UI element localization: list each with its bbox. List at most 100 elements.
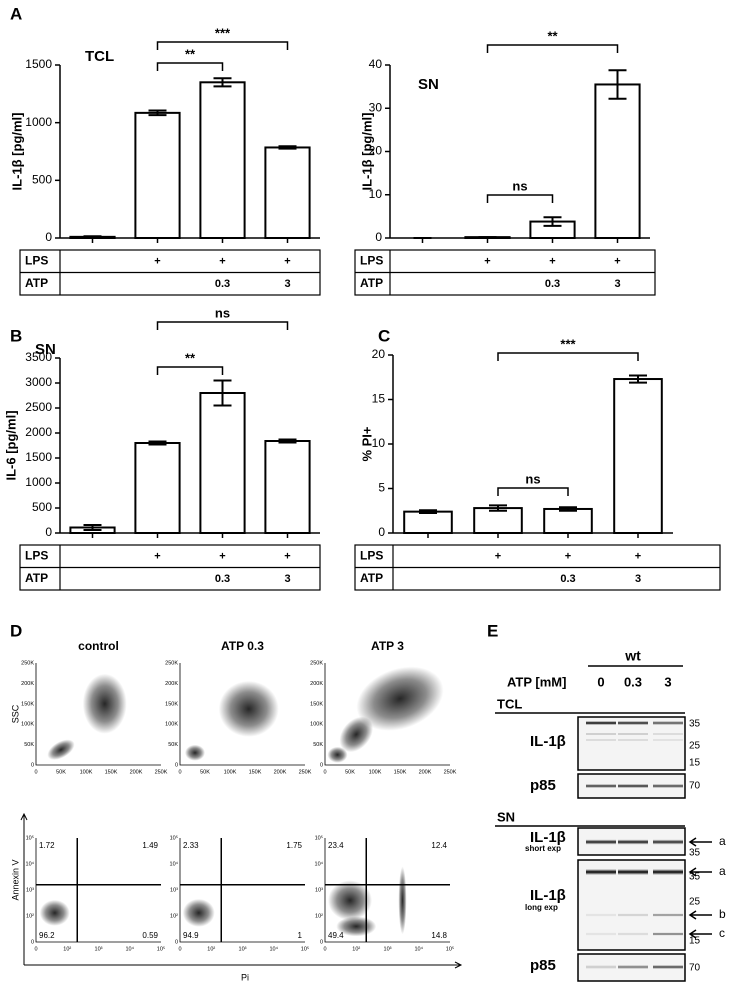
size-marker: 25 xyxy=(689,897,701,908)
y-tick-label: 0 xyxy=(320,762,323,768)
y-tick-label: 250K xyxy=(310,660,323,666)
x-tick-label: 200K xyxy=(274,769,287,775)
band xyxy=(618,739,648,741)
x-tick-label: 50K xyxy=(200,769,210,775)
x-tick-label: 0 xyxy=(323,769,326,775)
blot-label: p85 xyxy=(530,957,556,974)
blot-frame xyxy=(577,716,686,771)
size-marker: 15 xyxy=(689,936,701,947)
y-tick-label: 20 xyxy=(369,144,383,158)
band xyxy=(653,733,683,735)
panel-label: B xyxy=(10,326,22,345)
panel-label: D xyxy=(10,621,22,640)
y-tick-label: 10 xyxy=(369,187,383,201)
y-tick-label: 10³ xyxy=(170,887,178,893)
bar xyxy=(613,378,663,534)
event-density xyxy=(398,866,407,935)
section-label: TCL xyxy=(497,696,522,711)
y-tick-label: 50K xyxy=(313,742,323,748)
quadrant-value: 1.75 xyxy=(286,841,302,850)
band-arrow xyxy=(688,837,712,847)
y-tick-label: 3000 xyxy=(25,375,52,389)
x-tick-label: 10² xyxy=(63,946,71,952)
size-marker: 15 xyxy=(689,758,701,769)
y-tick-label: 150K xyxy=(21,701,34,707)
y-tick-label: 10⁵ xyxy=(170,834,178,841)
blot-label: IL-1β xyxy=(530,887,566,904)
blot-sublabel: long exp xyxy=(525,903,558,912)
significance-bracket xyxy=(156,41,289,50)
plot-axes xyxy=(35,838,161,943)
x-tick-label: 0 xyxy=(178,946,181,952)
y-tick-label: 500 xyxy=(32,500,52,514)
y-tick-label: 2500 xyxy=(25,400,52,414)
y-tick-label: 500 xyxy=(32,173,52,187)
x-tick-label: 10³ xyxy=(239,946,247,952)
quadrant-value: 1 xyxy=(298,931,303,940)
band-arrow xyxy=(688,929,712,939)
y-tick-label: 40 xyxy=(369,57,383,71)
quadrant-value: 2.33 xyxy=(183,841,199,850)
y-axis-label: IL-1β [pg/ml] xyxy=(359,113,374,191)
quadrant-value: 1.49 xyxy=(142,841,158,850)
condition-cell: 3 xyxy=(284,278,290,290)
band xyxy=(653,965,683,969)
band xyxy=(586,721,616,725)
error-bar xyxy=(419,509,437,514)
condition-cell: + xyxy=(154,550,160,562)
y-tick-label: 20 xyxy=(372,347,386,361)
condition-cell: + xyxy=(635,550,641,562)
y-tick-label: 15 xyxy=(372,392,386,406)
x-tick-label: 100K xyxy=(80,769,93,775)
lane-label: 3 xyxy=(664,674,671,689)
band xyxy=(653,784,683,788)
band xyxy=(618,869,648,875)
y-tick-label: 10² xyxy=(315,913,323,919)
error-bar xyxy=(559,506,577,512)
bar xyxy=(264,440,311,534)
condition-cell: 0.3 xyxy=(560,573,575,585)
significance-bracket xyxy=(497,352,639,361)
x-tick-label: 0 xyxy=(34,769,37,775)
significance-label: *** xyxy=(215,25,231,40)
condition-cell: 0.3 xyxy=(545,278,560,290)
event-density xyxy=(185,744,205,761)
y-tick-label: 100K xyxy=(165,722,178,728)
flow-column-title: ATP 3 xyxy=(371,639,404,653)
size-marker: 35 xyxy=(689,872,701,883)
quadrant-value: 0.59 xyxy=(142,931,158,940)
band xyxy=(618,913,648,917)
x-tick-label: 100K xyxy=(369,769,382,775)
event-density xyxy=(82,673,127,734)
x-tick-label: 10⁵ xyxy=(301,945,309,952)
y-tick-label: 0 xyxy=(31,762,34,768)
y-tick-label: 150K xyxy=(165,701,178,707)
significance-bracket xyxy=(486,44,619,53)
condition-cell: 3 xyxy=(635,573,641,585)
quadrant-value: 1.72 xyxy=(39,841,55,850)
x-tick-label: 150K xyxy=(394,769,407,775)
y-tick-label: 0 xyxy=(45,230,52,244)
y-tick-label: 0 xyxy=(320,939,323,945)
band xyxy=(586,932,616,936)
condition-label: ATP xyxy=(25,276,48,290)
y-tick-label: 10⁵ xyxy=(315,834,323,841)
x-tick-label: 0 xyxy=(34,946,37,952)
y-tick-label: 0 xyxy=(375,230,382,244)
condition-cell: 3 xyxy=(614,278,620,290)
band xyxy=(586,965,616,969)
significance-label: ns xyxy=(215,305,230,320)
band xyxy=(586,913,616,917)
condition-cell: + xyxy=(219,255,225,267)
blot-sublabel: short exp xyxy=(525,844,561,853)
condition-label: LPS xyxy=(25,254,48,268)
quadrant-value: 49.4 xyxy=(328,931,344,940)
blot-label: IL-1β xyxy=(530,829,566,846)
bar xyxy=(199,392,246,534)
significance-label: ** xyxy=(185,350,196,365)
band xyxy=(586,739,616,741)
panel-label: C xyxy=(378,326,390,345)
y-tick-label: 2000 xyxy=(25,425,52,439)
x-tick-label: 10² xyxy=(207,946,215,952)
x-tick-label: 150K xyxy=(249,769,262,775)
